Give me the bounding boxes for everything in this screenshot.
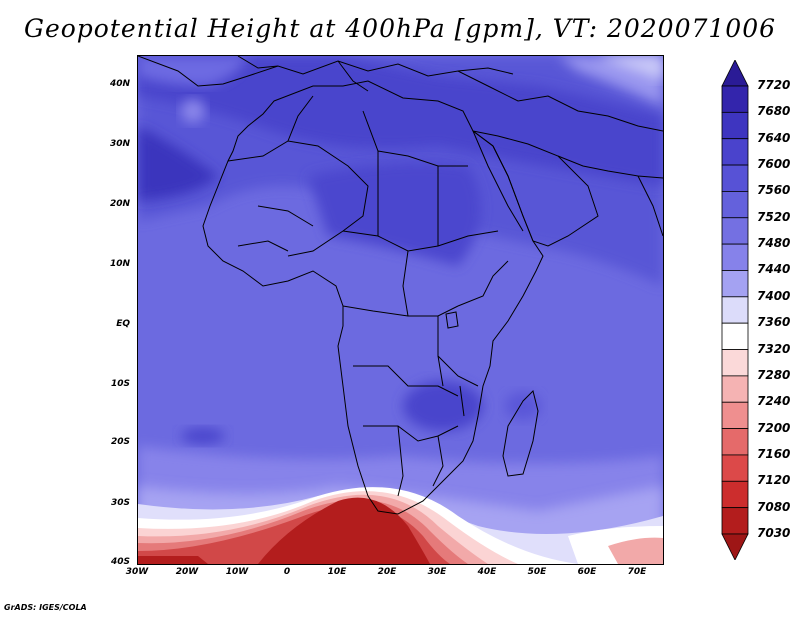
lat-label-10s: 10S xyxy=(110,379,130,389)
colorbar-level-label: 7030 xyxy=(757,526,791,540)
lon-label-60e: 60E xyxy=(577,567,597,577)
lat-label-eq: EQ xyxy=(116,319,130,329)
map-title: Geopotential Height at 400hPa [gpm], VT:… xyxy=(23,14,777,43)
colorbar-level-label: 7280 xyxy=(757,367,791,382)
colorbar-swatch xyxy=(721,164,749,192)
lat-label-40s: 40S xyxy=(110,557,130,567)
colorbar-swatch xyxy=(721,401,749,429)
colorbar-swatch xyxy=(721,296,749,324)
colorbar-swatch xyxy=(721,533,749,560)
colorbar xyxy=(721,60,749,560)
grads-credit: GrADS: IGES/COLA xyxy=(4,603,87,612)
lat-label-30s: 30S xyxy=(110,498,130,508)
colorbar-swatch xyxy=(721,85,749,113)
colorbar-level-label: 7080 xyxy=(757,499,791,514)
lon-label-30e: 30E xyxy=(427,567,447,577)
colorbar-level-label: 7560 xyxy=(757,183,791,198)
lon-label-20e: 20E xyxy=(377,567,397,577)
lat-label-20s: 20S xyxy=(110,437,130,447)
colorbar-level-label: 7120 xyxy=(757,473,791,488)
lon-label-10w: 10W xyxy=(225,567,249,577)
lon-label-30w: 30W xyxy=(125,567,149,577)
colorbar-level-label: 7680 xyxy=(757,104,791,119)
colorbar-level-label: 7480 xyxy=(757,236,791,251)
colorbar-level-label: 7400 xyxy=(757,288,791,303)
geopotential-height-field xyxy=(138,56,663,564)
lon-label-40e: 40E xyxy=(477,567,497,577)
colorbar-swatch xyxy=(721,243,749,271)
colorbar-level-label: 7720 xyxy=(757,78,791,92)
lat-label-20n: 20N xyxy=(109,199,130,209)
lat-label-30n: 30N xyxy=(109,139,130,149)
colorbar-swatch xyxy=(721,217,749,245)
colorbar-level-label: 7320 xyxy=(757,341,791,356)
colorbar-swatch xyxy=(721,454,749,482)
colorbar-level-label: 7360 xyxy=(757,315,791,330)
colorbar-level-label: 7600 xyxy=(757,157,791,172)
colorbar-swatch xyxy=(721,191,749,219)
lat-label-10n: 10N xyxy=(109,259,130,269)
colorbar-swatch xyxy=(721,507,749,535)
lat-label-40n: 40N xyxy=(109,79,130,89)
colorbar-level-label: 7640 xyxy=(757,130,791,145)
lon-label-50e: 50E xyxy=(527,567,547,577)
colorbar-swatch xyxy=(721,428,749,456)
colorbar-level-label: 7440 xyxy=(757,262,791,277)
colorbar-swatch xyxy=(721,349,749,377)
colorbar-swatch xyxy=(721,270,749,298)
colorbar-swatch xyxy=(721,138,749,166)
colorbar-level-label: 7240 xyxy=(757,394,791,409)
colorbar-swatch xyxy=(721,322,749,350)
lon-label-0: 0 xyxy=(283,567,291,577)
colorbar-swatch xyxy=(721,60,749,87)
colorbar-swatch xyxy=(721,480,749,509)
colorbar-level-label: 7520 xyxy=(757,209,791,224)
map-plot-area xyxy=(137,55,664,565)
colorbar-level-label: 7200 xyxy=(757,420,791,435)
colorbar-level-label: 7160 xyxy=(757,446,791,461)
lon-label-10e: 10E xyxy=(327,567,347,577)
colorbar-swatch xyxy=(721,111,749,140)
lon-label-70e: 70E xyxy=(627,567,647,577)
colorbar-swatch xyxy=(721,375,749,403)
lon-label-20w: 20W xyxy=(175,567,199,577)
